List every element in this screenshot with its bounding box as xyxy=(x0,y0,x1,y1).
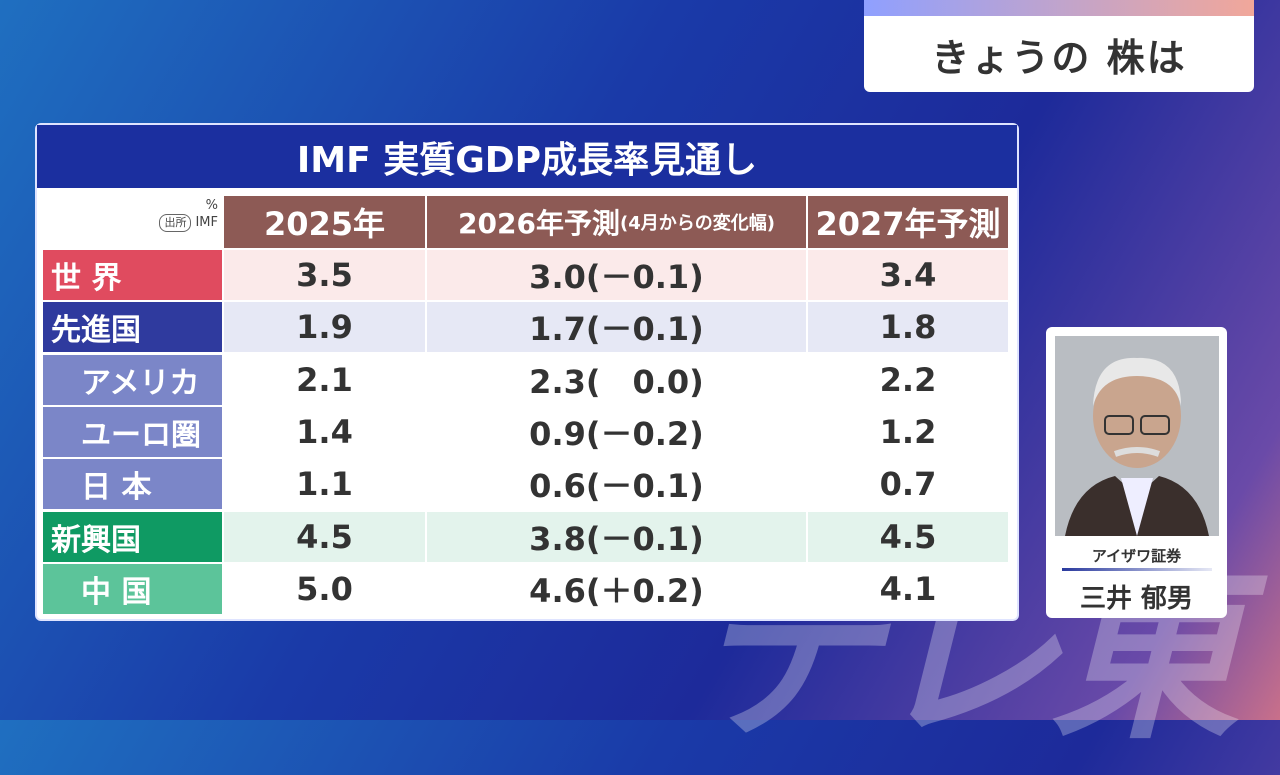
value-cell: 0.7 xyxy=(808,459,1008,510)
value-cell: 1.4 xyxy=(224,406,425,457)
value-cell: 3.8(－0.1) xyxy=(427,511,806,562)
portrait xyxy=(1055,336,1219,536)
value-cell: 3.0(－0.1) xyxy=(427,250,806,300)
value-cell: 2.2 xyxy=(808,354,1008,405)
corner-title: きょうの 株は xyxy=(864,16,1254,92)
unit-note: % 出所 IMF xyxy=(120,198,218,232)
row-label: 新興国 xyxy=(43,511,222,562)
corner-strip xyxy=(864,0,1254,16)
row-label: ユーロ圏 xyxy=(43,406,222,457)
table-title: IMF 実質GDP成長率見通し xyxy=(37,125,1017,188)
value-cell: 1.1 xyxy=(224,459,425,510)
source-line: 出所 IMF xyxy=(120,214,218,232)
row-label: 先進国 xyxy=(43,302,222,353)
value-cell: 2.3( 0.0) xyxy=(427,354,806,405)
row-label: 世 界 xyxy=(43,250,222,300)
unit: % xyxy=(205,198,218,213)
row-label: 日 本 xyxy=(43,459,222,510)
guest-company: アイザワ証券 xyxy=(1091,547,1182,565)
value-cell: 1.8 xyxy=(808,302,1008,353)
header-cell: 2027年予測 xyxy=(808,196,1008,248)
value-cell: 5.0 xyxy=(224,563,425,614)
value-cell: 1.2 xyxy=(808,406,1008,457)
value-cell: 1.9 xyxy=(224,302,425,353)
value-cell: 3.5 xyxy=(224,250,425,300)
header-text: 2026年予測 xyxy=(458,207,620,240)
header-cell: 2025年 xyxy=(224,196,425,248)
header-cell: 2026年予測 (4月からの変化幅) xyxy=(427,196,806,248)
guest-photo xyxy=(1055,336,1219,536)
source: IMF xyxy=(195,215,218,230)
value-cell: 3.4 xyxy=(808,250,1008,300)
value-cell: 4.5 xyxy=(224,511,425,562)
guest-name: 三井 郁男 xyxy=(1079,584,1194,614)
source-tag: 出所 xyxy=(159,214,192,232)
value-cell: 0.6(－0.1) xyxy=(427,459,806,510)
value-cell: 1.7(－0.1) xyxy=(427,302,806,353)
screen: {"corner": {"title": "きょうの 株は"}, "waterm… xyxy=(0,0,1280,720)
row-label: 中 国 xyxy=(43,563,222,614)
value-cell: 4.6(＋0.2) xyxy=(427,563,806,614)
value-cell: 2.1 xyxy=(224,354,425,405)
row-label: アメリカ xyxy=(43,354,222,405)
value-cell: 4.5 xyxy=(808,511,1008,562)
header-note: (4月からの変化幅) xyxy=(619,213,775,234)
value-cell: 4.1 xyxy=(808,563,1008,614)
guest-rule xyxy=(1062,568,1212,571)
value-cell: 0.9(－0.2) xyxy=(427,406,806,457)
